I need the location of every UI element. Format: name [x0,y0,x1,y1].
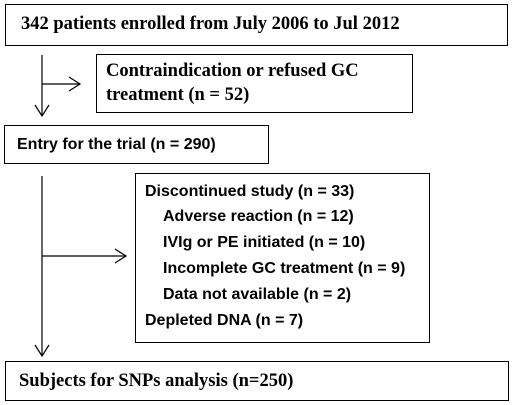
flow-arrowhead-1 [34,104,50,118]
analysis-box: Subjects for SNPs analysis (n=250) [5,361,509,401]
excluded-box: Contraindication or refused GC treatment… [96,54,413,113]
excluded-text-line2: treatment (n = 52) [106,85,250,105]
excluded-text-line1: Contraindication or refused GC [106,61,359,81]
discontinued-text: Discontinued study (n = 33) [145,183,355,200]
branch-arrowhead-1 [68,76,82,92]
enrolled-box: 342 patients enrolled from July 2006 to … [5,4,508,46]
reason-item: Data not available (n = 2) [163,286,352,303]
depleted-text: Depleted DNA (n = 7) [145,312,304,329]
dropout-box: Discontinued study (n = 33) Adverse reac… [135,173,430,343]
branch-arrowhead-2 [114,248,128,264]
reason-item: Adverse reaction (n = 12) [163,208,354,225]
analysis-text: Subjects for SNPs analysis (n=250) [19,371,294,391]
reason-item: IVIg or PE initiated (n = 10) [163,234,366,251]
reason-item: Incomplete GC treatment (n = 9) [163,260,406,277]
entry-box: Entry for the trial (n = 290) [4,125,269,164]
flow-arrowhead-2 [34,344,50,358]
enrolled-text: 342 patients enrolled from July 2006 to … [21,14,400,34]
entry-text: Entry for the trial (n = 290) [17,136,216,153]
